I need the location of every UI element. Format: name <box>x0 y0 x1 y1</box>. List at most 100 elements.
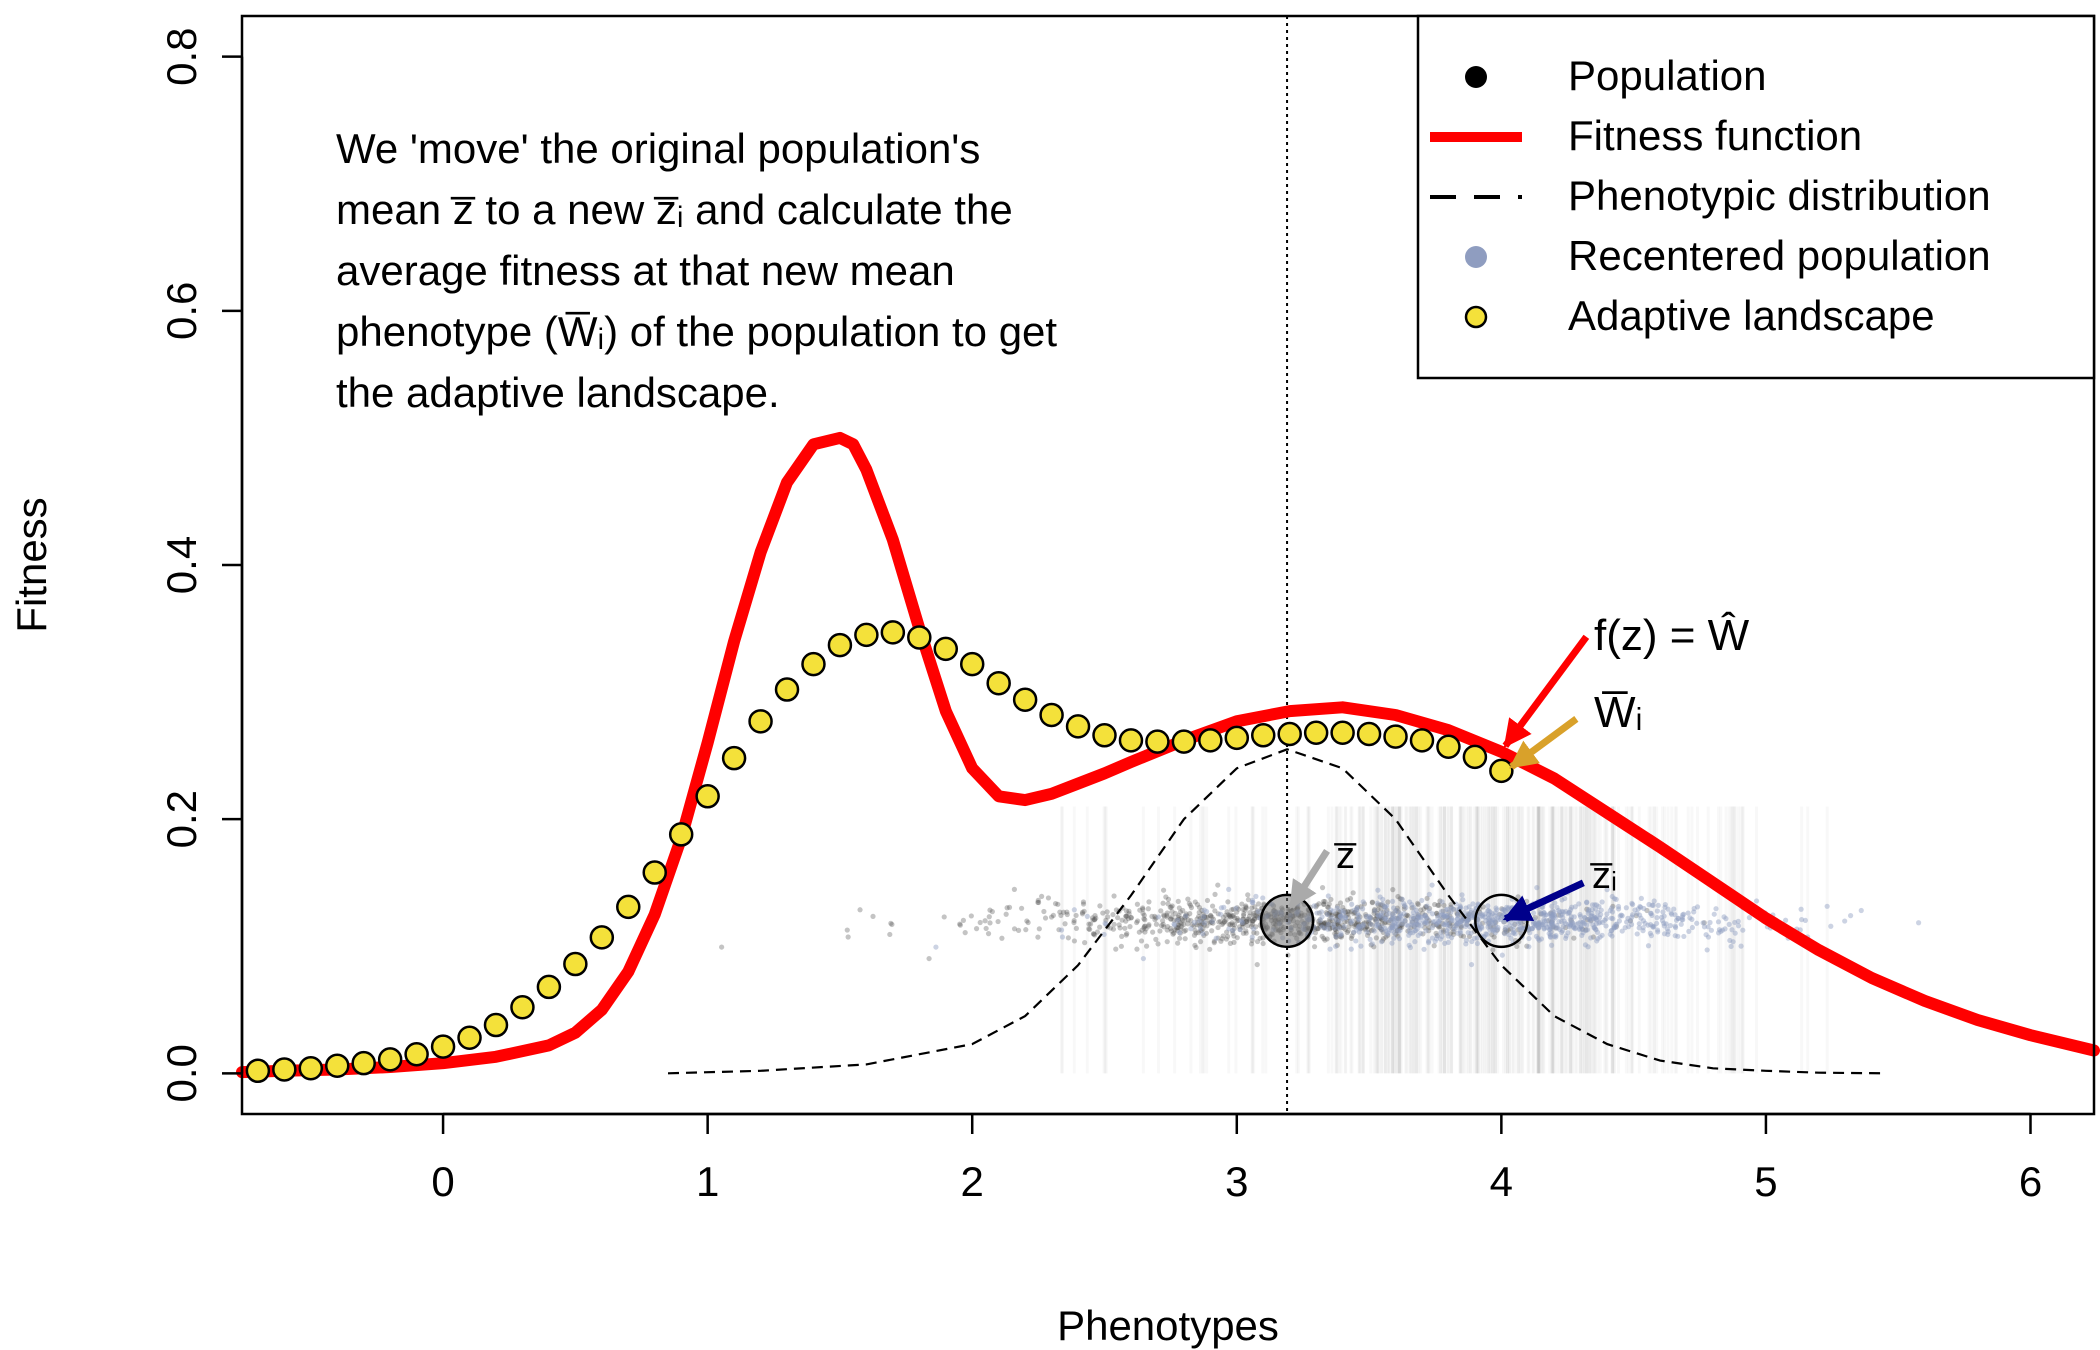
population-point <box>1248 941 1255 947</box>
population-point <box>1364 924 1370 930</box>
recentered-point <box>1438 929 1444 935</box>
recentered-point <box>1659 918 1666 924</box>
adaptive-point <box>616 894 641 920</box>
recentered-point <box>1675 915 1681 921</box>
population-point <box>1364 924 1370 930</box>
recentered-point <box>1648 933 1655 939</box>
recentered-point <box>1588 913 1594 919</box>
recentered-point <box>1570 922 1576 928</box>
recentered-point <box>1426 908 1432 914</box>
recentered-point <box>1504 904 1510 910</box>
recentered-point <box>1526 944 1532 950</box>
population-point <box>1256 901 1262 907</box>
recentered-point <box>1465 930 1471 936</box>
recentered-point <box>1324 911 1330 918</box>
population-point <box>1465 914 1471 920</box>
recentered-point <box>1487 927 1493 933</box>
population-point <box>1369 922 1376 928</box>
recentered-point <box>1478 924 1485 930</box>
recentered-point <box>1648 910 1654 917</box>
population-point <box>1395 916 1401 922</box>
population-point <box>1398 921 1405 928</box>
recentered-point <box>1681 933 1687 940</box>
population-point <box>1459 917 1465 923</box>
population-point <box>1372 916 1379 922</box>
population-point <box>1229 907 1235 913</box>
population-point <box>1337 909 1343 915</box>
adaptive-point <box>1198 728 1223 753</box>
population-point <box>1081 908 1087 914</box>
population-point <box>1383 919 1389 925</box>
population-point <box>1399 921 1406 927</box>
population-point <box>1178 924 1185 930</box>
recentered-point <box>1341 924 1347 930</box>
recentered-point <box>1551 909 1557 915</box>
recentered-point <box>1471 935 1477 941</box>
recentered-point <box>1479 914 1485 920</box>
recentered-point <box>1448 909 1454 915</box>
population-point <box>1494 927 1500 933</box>
recentered-point <box>1402 917 1408 924</box>
population-point <box>1003 911 1009 917</box>
recentered-point <box>1689 924 1695 931</box>
population-point <box>1240 916 1246 922</box>
population-point <box>1337 911 1343 918</box>
recentered-point <box>1578 924 1584 930</box>
population-point <box>1192 899 1198 905</box>
recentered-point <box>1548 925 1554 931</box>
population-point <box>1243 919 1249 925</box>
recentered-point <box>1250 899 1256 906</box>
population-point <box>1087 921 1094 927</box>
population-point <box>1627 918 1633 924</box>
recentered-point <box>1490 917 1496 923</box>
population-point <box>1035 934 1041 940</box>
recentered-point <box>1572 904 1578 910</box>
recentered-point <box>1703 932 1709 938</box>
recentered-point <box>1588 935 1594 941</box>
population-point <box>1086 926 1092 932</box>
population-point <box>1246 913 1253 919</box>
population-point <box>1169 908 1175 915</box>
population-point <box>1327 925 1333 931</box>
recentered-point <box>1598 907 1604 913</box>
recentered-point <box>1378 914 1385 920</box>
recentered-point <box>1218 905 1225 911</box>
population-point <box>1168 928 1175 934</box>
population-point <box>1349 933 1355 939</box>
recentered-point <box>1571 924 1577 931</box>
population-point <box>1352 924 1358 930</box>
population-point <box>1393 907 1399 914</box>
population-point <box>1170 931 1176 937</box>
recentered-point <box>1490 928 1496 934</box>
population-point <box>1196 909 1202 916</box>
population-point <box>1426 905 1433 912</box>
recentered-point <box>1374 921 1381 927</box>
population-point <box>1184 913 1190 919</box>
population-point <box>1440 908 1446 914</box>
recentered-point <box>1412 915 1418 921</box>
population-point <box>1421 906 1427 912</box>
recentered-point <box>1378 939 1385 945</box>
population-point <box>1335 918 1341 924</box>
recentered-point <box>1445 933 1451 939</box>
recentered-point <box>1402 902 1408 908</box>
recentered-point <box>1460 897 1466 903</box>
population-point <box>1153 915 1159 921</box>
recentered-point <box>1685 910 1691 916</box>
recentered-point <box>1541 910 1547 916</box>
recentered-point <box>1580 919 1586 925</box>
recentered-point <box>1548 942 1555 948</box>
recentered-point <box>1444 928 1450 934</box>
recentered-point <box>1366 917 1372 923</box>
recentered-point <box>1470 901 1476 907</box>
recentered-point <box>1485 924 1491 930</box>
recentered-point <box>1518 919 1524 926</box>
population-point <box>1436 924 1442 930</box>
recentered-point <box>1594 917 1600 923</box>
recentered-point <box>1526 935 1532 942</box>
population-point <box>1444 914 1450 920</box>
recentered-point <box>1687 915 1693 921</box>
population-point <box>1317 917 1323 923</box>
recentered-point <box>1579 926 1586 933</box>
population-point <box>1176 935 1183 941</box>
